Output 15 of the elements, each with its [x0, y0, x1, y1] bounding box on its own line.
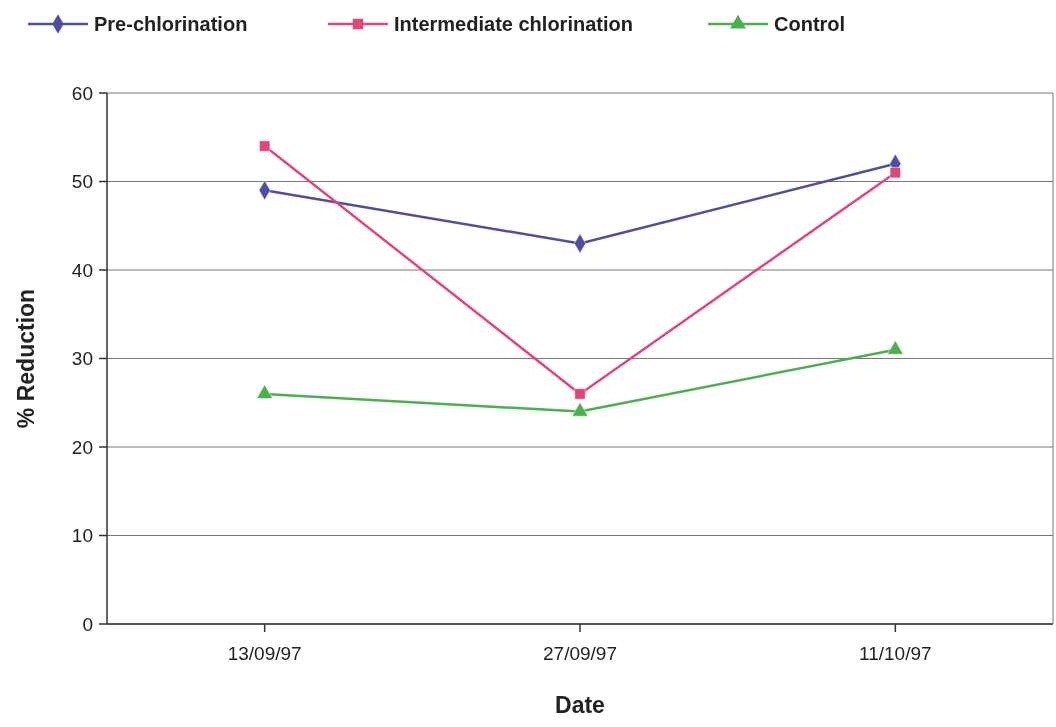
- x-tick-label: 13/09/97: [227, 643, 302, 664]
- x-axis-title: Date: [555, 692, 605, 718]
- x-tick-label: 11/10/97: [859, 643, 932, 664]
- y-tick-label: 10: [71, 525, 93, 547]
- y-tick-label: 60: [71, 82, 93, 104]
- y-tick-label: 40: [71, 259, 93, 281]
- y-tick-label: 30: [71, 348, 93, 370]
- y-tick-label: 20: [71, 436, 93, 458]
- y-tick-label: 50: [71, 171, 93, 193]
- y-axis-title: % Reduction: [13, 288, 39, 429]
- legend-label: Intermediate chlorination: [394, 13, 633, 35]
- x-tick-label: 27/09/97: [543, 643, 617, 664]
- y-tick-label: 0: [82, 613, 93, 635]
- legend-label: Control: [774, 13, 846, 35]
- legend-label: Pre-chlorination: [94, 13, 248, 35]
